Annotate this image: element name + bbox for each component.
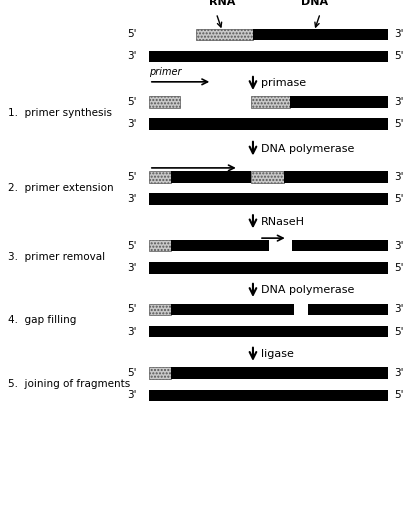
Text: 3': 3': [394, 172, 403, 182]
Text: 5': 5': [127, 172, 137, 182]
Bar: [149, 171, 171, 183]
Bar: [149, 118, 388, 130]
Text: 3': 3': [394, 369, 403, 378]
Text: primase: primase: [261, 79, 306, 88]
Bar: [251, 171, 284, 183]
Text: RNA: RNA: [209, 0, 235, 7]
Bar: [149, 51, 388, 62]
Text: 5': 5': [127, 30, 137, 39]
Text: 3': 3': [394, 97, 403, 107]
Bar: [290, 96, 388, 108]
Bar: [149, 96, 180, 108]
Text: 5': 5': [127, 369, 137, 378]
Bar: [171, 171, 251, 183]
Text: 5': 5': [394, 52, 403, 61]
Text: 3': 3': [127, 52, 137, 61]
Bar: [196, 29, 253, 40]
Text: DNA: DNA: [301, 0, 328, 7]
Bar: [171, 240, 269, 251]
Bar: [149, 390, 388, 401]
Text: 5': 5': [394, 327, 403, 336]
Text: 5.  joining of fragments: 5. joining of fragments: [8, 380, 131, 389]
Text: ligase: ligase: [261, 350, 294, 359]
Text: 2.  primer extension: 2. primer extension: [8, 183, 114, 193]
Bar: [149, 193, 388, 205]
Text: 3': 3': [127, 119, 137, 129]
Text: 5': 5': [394, 119, 403, 129]
Text: 1.  primer synthesis: 1. primer synthesis: [8, 108, 112, 118]
Bar: [149, 326, 388, 337]
Text: 3': 3': [394, 241, 403, 250]
Text: 5': 5': [127, 97, 137, 107]
Text: 3': 3': [127, 327, 137, 336]
Text: 5': 5': [394, 194, 403, 204]
Bar: [149, 262, 388, 274]
Bar: [171, 304, 294, 315]
Text: 3': 3': [394, 30, 403, 39]
Text: 3': 3': [127, 263, 137, 272]
Bar: [253, 29, 388, 40]
Bar: [251, 96, 290, 108]
Text: 4.  gap filling: 4. gap filling: [8, 316, 77, 325]
Bar: [149, 240, 171, 251]
Bar: [171, 367, 388, 379]
Text: 5': 5': [127, 241, 137, 250]
Text: 3': 3': [127, 194, 137, 204]
Text: 5': 5': [394, 263, 403, 272]
Text: DNA polymerase: DNA polymerase: [261, 144, 355, 154]
Bar: [149, 367, 171, 379]
Text: 3': 3': [127, 391, 137, 400]
Bar: [149, 304, 171, 315]
Bar: [284, 171, 388, 183]
Bar: [292, 240, 388, 251]
Text: 3.  primer removal: 3. primer removal: [8, 252, 105, 261]
Text: 5': 5': [127, 305, 137, 314]
Text: DNA polymerase: DNA polymerase: [261, 286, 355, 295]
Text: RNaseH: RNaseH: [261, 217, 305, 227]
Text: 3': 3': [394, 305, 403, 314]
Text: primer: primer: [149, 67, 182, 77]
Text: 5': 5': [394, 391, 403, 400]
Bar: [308, 304, 388, 315]
